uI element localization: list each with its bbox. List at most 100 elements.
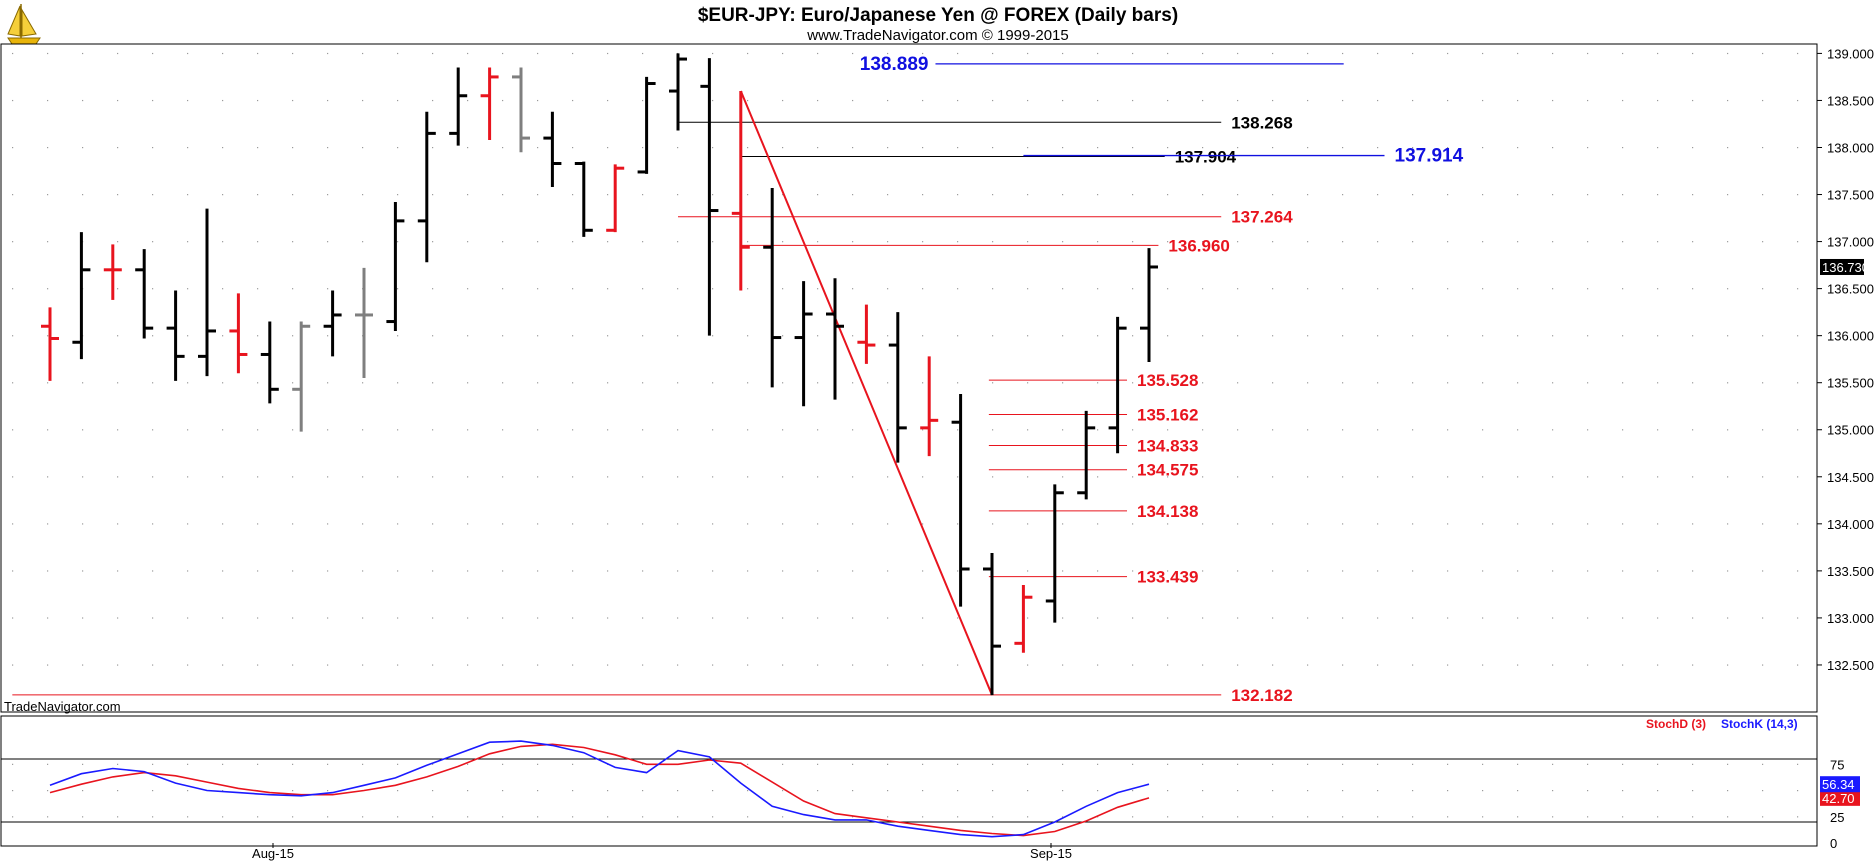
grid-dot	[677, 288, 679, 290]
grid-dot	[1727, 99, 1729, 102]
grid-dot	[1797, 476, 1799, 478]
grid-dot	[1132, 99, 1134, 102]
grid-dot	[922, 52, 924, 55]
level-label: 137.264	[1231, 208, 1293, 227]
grid-dot	[1727, 335, 1729, 337]
grid-dot	[1587, 52, 1589, 55]
grid-dot	[1272, 664, 1274, 666]
grid-dot	[1412, 241, 1414, 243]
grid-dot	[12, 476, 14, 478]
grid-dot	[1622, 146, 1624, 149]
grid-dot	[432, 335, 434, 337]
grid-dot	[537, 288, 539, 290]
grid-dot	[1097, 476, 1099, 478]
grid-dot	[1412, 146, 1414, 149]
grid-dot	[1797, 194, 1799, 196]
grid-dot	[852, 763, 854, 765]
grid-dot	[1517, 763, 1519, 765]
grid-dot	[1307, 476, 1309, 478]
grid-dot	[47, 382, 49, 384]
grid-dot	[257, 476, 259, 478]
grid-dot	[607, 146, 609, 149]
grid-dot	[782, 241, 784, 243]
grid-dot	[957, 241, 959, 243]
grid-dot	[82, 99, 84, 102]
grid-dot	[782, 664, 784, 666]
grid-dot	[1552, 382, 1554, 384]
grid-dot	[1447, 476, 1449, 478]
grid-dot	[1657, 790, 1659, 792]
grid-dot	[642, 763, 644, 765]
grid-dot	[257, 194, 259, 196]
grid-dot	[432, 146, 434, 149]
grid-dot	[572, 664, 574, 666]
grid-dot	[1342, 790, 1344, 792]
grid-dot	[992, 763, 994, 765]
grid-dot	[782, 382, 784, 384]
grid-dot	[1657, 664, 1659, 666]
grid-dot	[852, 52, 854, 55]
grid-dot	[432, 99, 434, 102]
grid-dot	[922, 429, 924, 431]
grid-dot	[362, 664, 364, 666]
grid-dot	[817, 99, 819, 102]
grid-dot	[1587, 523, 1589, 525]
grid-dot	[1622, 99, 1624, 102]
grid-dot	[327, 429, 329, 431]
grid-dot	[1482, 99, 1484, 102]
grid-dot	[1307, 241, 1309, 243]
grid-dot	[992, 99, 994, 102]
grid-dot	[1797, 99, 1799, 102]
grid-dot	[1167, 476, 1169, 478]
grid-dot	[222, 429, 224, 431]
grid-dot	[1132, 664, 1134, 666]
grid-dot	[327, 288, 329, 290]
grid-dot	[1307, 146, 1309, 149]
ohlc-bar	[103, 244, 122, 300]
grid-dot	[1097, 146, 1099, 149]
trendline	[739, 90, 993, 696]
grid-dot	[1237, 52, 1239, 55]
grid-dot	[1657, 194, 1659, 196]
grid-dot	[1692, 816, 1694, 818]
grid-dot	[152, 99, 154, 102]
grid-dot	[502, 570, 504, 572]
grid-dot	[1097, 763, 1099, 765]
grid-dot	[1657, 523, 1659, 525]
grid-dot	[1307, 335, 1309, 337]
grid-dot	[257, 816, 259, 818]
grid-dot	[1797, 241, 1799, 243]
grid-dot	[1062, 382, 1064, 384]
grid-dot	[1377, 52, 1379, 55]
grid-dot	[187, 335, 189, 337]
grid-dot	[817, 52, 819, 55]
grid-dot	[1307, 382, 1309, 384]
grid-dot	[782, 288, 784, 290]
grid-dot	[117, 763, 119, 765]
grid-dot	[1272, 99, 1274, 102]
ohlc-bar	[637, 76, 656, 174]
grid-dot	[82, 382, 84, 384]
grid-dot	[817, 617, 819, 619]
grid-dot	[922, 288, 924, 290]
grid-dot	[1552, 664, 1554, 666]
grid-dot	[1657, 99, 1659, 102]
grid-dot	[1097, 241, 1099, 243]
grid-dot	[397, 52, 399, 55]
grid-dot	[607, 335, 609, 337]
grid-dot	[1272, 429, 1274, 431]
grid-dot	[187, 99, 189, 102]
grid-dot	[222, 52, 224, 55]
grid-dot	[327, 335, 329, 337]
grid-dot	[1797, 382, 1799, 384]
grid-dot	[922, 99, 924, 102]
grid-dot	[1062, 99, 1064, 102]
grid-dot	[782, 476, 784, 478]
level-label: 134.575	[1137, 461, 1198, 480]
ohlc-bar	[386, 202, 405, 331]
grid-dot	[1307, 763, 1309, 765]
grid-dot	[1622, 52, 1624, 55]
grid-dot	[502, 816, 504, 818]
grid-dot	[1517, 429, 1519, 431]
grid-dot	[1552, 523, 1554, 525]
